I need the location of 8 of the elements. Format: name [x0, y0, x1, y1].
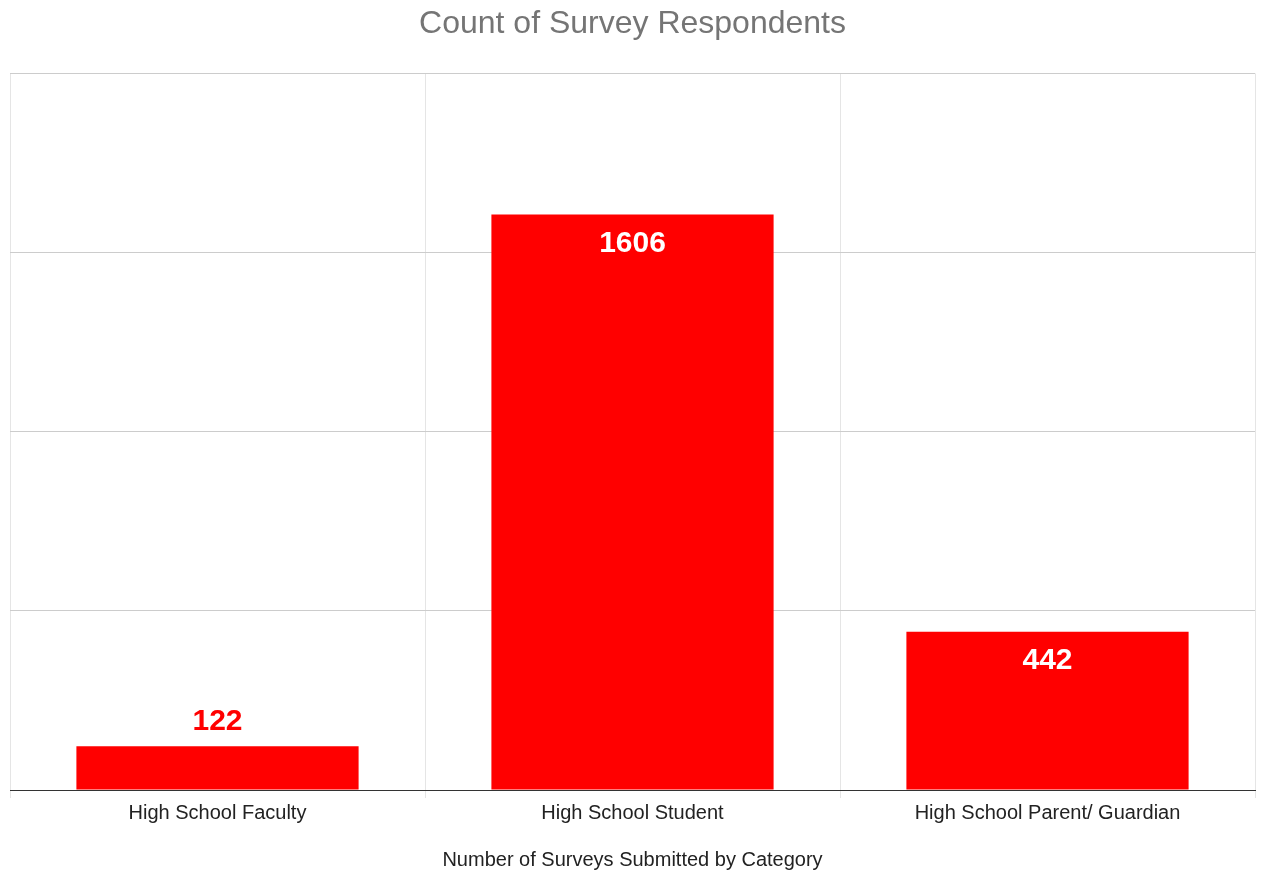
- chart-title: Count of Survey Respondents: [419, 4, 846, 41]
- x-tick-label: High School Parent/ Guardian: [914, 800, 1181, 823]
- data-label: 1606: [599, 224, 666, 258]
- x-tick-label: High School Student: [541, 800, 725, 823]
- x-axis-title: Number of Surveys Submitted by Category: [442, 847, 823, 870]
- data-label: 442: [1022, 641, 1073, 675]
- data-label: 122: [192, 702, 243, 736]
- x-tick-label: High School Faculty: [128, 800, 307, 823]
